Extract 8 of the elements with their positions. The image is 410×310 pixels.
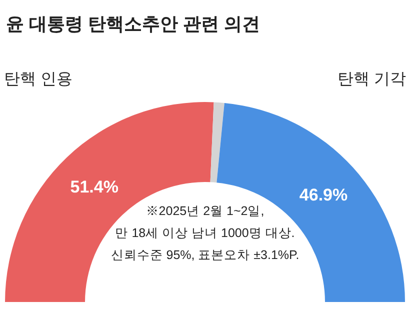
text: 신뢰수준 95%, 표본오차 ±3.1%P. <box>110 248 300 262</box>
text: 만 18세 이상 남녀 1000명 대상. <box>115 226 295 240</box>
slice-label: 탄핵 기각 <box>338 71 406 88</box>
data-label: 51.4% <box>70 177 118 196</box>
data-label: 46.9% <box>299 186 348 205</box>
chart-title: 윤 대통령 탄핵소추안 관련 의견 <box>6 14 260 34</box>
text: ※2025년 2월 1~2일, <box>146 204 264 218</box>
slice-label: 탄핵 인용 <box>4 71 72 88</box>
